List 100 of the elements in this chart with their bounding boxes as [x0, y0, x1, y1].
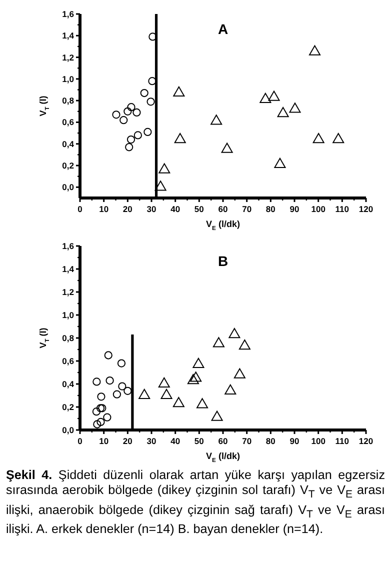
point: [132, 108, 141, 117]
y-tick-label: 0,2: [62, 402, 74, 412]
point: [138, 388, 150, 400]
x-tick-label: 30: [146, 436, 156, 446]
point: [210, 114, 222, 125]
x-tick-label: 110: [335, 436, 350, 446]
x-tick-label: 40: [170, 204, 180, 214]
point: [124, 107, 132, 116]
point: [127, 103, 136, 112]
x-tick-label: 120: [358, 436, 374, 446]
text: Şekil 4. Şiddeti düzenli olarak artan yüke karşı yapılan egzersiz sırasında aerobik bölgede (dikey çizginin sol tarafı) V$_{T}$ ve V$_{E}$ arası ilişki, anaerobik bölgede (dikey çizginin sağ tarafı) V$_{T}$ ve V$_{E}$ arası ilişki. A. erkek denekler (n=14) B. bayan denekler (n=14).: [6, 468, 386, 536]
point: [192, 358, 204, 368]
x-tick-label: 0: [78, 204, 83, 214]
point: [146, 98, 155, 106]
point: [92, 408, 101, 416]
point: [125, 143, 134, 152]
y-tick-label: 1,0: [62, 74, 74, 84]
x-tick-label: 10: [99, 204, 109, 214]
point: [174, 132, 186, 144]
point: [268, 90, 280, 101]
y-tick-label: 0,8: [62, 96, 74, 106]
y-tick-label: 0,6: [62, 117, 74, 128]
point: [260, 92, 272, 104]
y-tick-label: 0,8: [62, 333, 74, 343]
x-tick-label: 60: [218, 204, 228, 214]
y-tick-label: 1,2: [62, 287, 74, 297]
point: [238, 339, 250, 350]
point: [190, 372, 202, 382]
point: [212, 337, 224, 348]
x-tick-label: 20: [122, 436, 133, 446]
point: [224, 384, 236, 394]
point: [221, 142, 233, 153]
point: [187, 374, 199, 384]
x-tick-label: 60: [218, 436, 228, 446]
x-tick-label: 90: [290, 436, 300, 446]
x-tick-label: 10: [99, 436, 109, 446]
point: [160, 388, 172, 400]
point: [120, 116, 128, 124]
x-tick-label: 100: [311, 204, 326, 214]
point: [289, 102, 301, 113]
x-tick-label: 80: [266, 436, 276, 446]
point: [158, 377, 170, 388]
y-tick-label: 0,0: [62, 425, 74, 435]
point: [98, 404, 106, 412]
x-tick-label: 30: [146, 204, 156, 214]
point: [173, 86, 185, 97]
x-tick-label: 110: [335, 204, 350, 214]
y-tick-label: 0,0: [62, 182, 74, 192]
point: [118, 382, 126, 390]
y-tick-label: 0,4: [62, 379, 74, 389]
point: [96, 418, 105, 426]
x-axis-title: V$_{E}$ (l/dk): [206, 219, 240, 232]
x-tick-label: 80: [266, 204, 276, 214]
x-tick-label: 0: [78, 436, 83, 446]
point: [103, 413, 112, 422]
point: [140, 88, 148, 98]
x-axis-title: V$_{E}$ (l/dk): [206, 451, 240, 464]
text: A: [218, 21, 228, 37]
point: [124, 386, 132, 395]
point: [158, 163, 170, 174]
x-tick-label: 100: [311, 436, 326, 446]
point: [104, 351, 112, 360]
point: [312, 132, 324, 144]
point: [96, 404, 105, 412]
point: [134, 131, 142, 140]
point: [126, 135, 136, 144]
x-tick-label: 90: [290, 204, 300, 214]
y-tick-label: 1,6: [62, 241, 74, 251]
point: [211, 410, 223, 421]
y-tick-label: 1,4: [62, 30, 74, 41]
point: [144, 128, 152, 136]
y-tick-label: 0,2: [62, 160, 74, 171]
x-tick-label: 50: [194, 204, 204, 214]
x-tick-label: 120: [358, 204, 374, 214]
point: [154, 180, 166, 191]
point: [274, 158, 286, 168]
point: [228, 328, 240, 338]
point: [308, 45, 321, 56]
point: [277, 106, 289, 118]
x-tick-label: 40: [170, 436, 180, 446]
text: B: [218, 253, 228, 269]
x-tick-label: 20: [122, 204, 133, 214]
point: [93, 420, 102, 428]
point: [117, 359, 126, 368]
point: [332, 132, 344, 144]
point: [106, 376, 114, 385]
y-tick-label: 1,4: [62, 264, 74, 274]
y-tick-label: 1,6: [62, 9, 74, 19]
point: [234, 368, 246, 378]
y-tick-label: 0,6: [62, 356, 74, 366]
point: [97, 392, 106, 401]
y-tick-label: 1,0: [62, 310, 74, 320]
point: [112, 390, 122, 398]
x-tick-label: 70: [242, 204, 252, 214]
point: [196, 398, 208, 408]
point: [92, 378, 101, 386]
y-tick-label: 1,2: [62, 52, 74, 62]
point: [112, 110, 120, 119]
x-tick-label: 70: [242, 436, 252, 446]
y-tick-label: 0,4: [62, 138, 74, 149]
